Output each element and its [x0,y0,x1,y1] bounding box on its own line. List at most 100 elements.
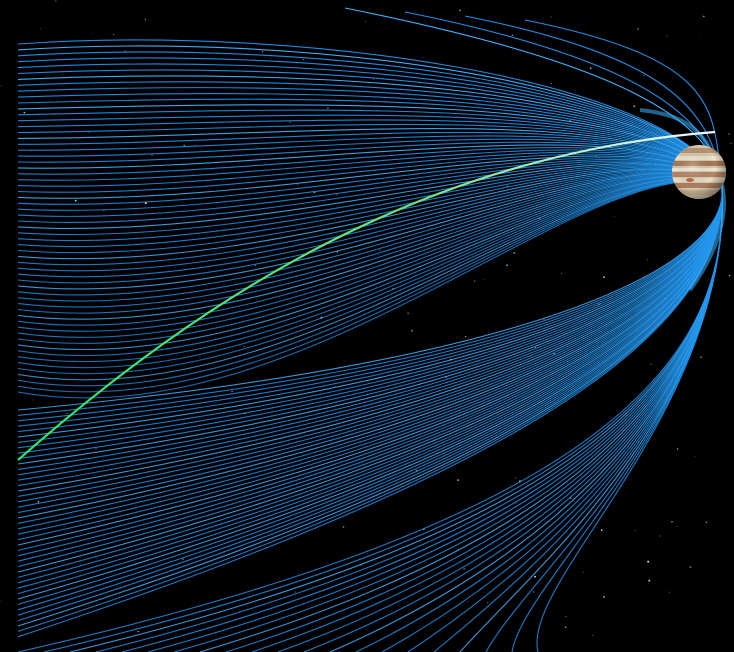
incoming-orbit-arc [17,172,723,290]
incoming-orbit-arc [17,170,723,272]
star [243,345,245,348]
incoming-orbit-arc [17,45,723,186]
incoming-orbit-arc [17,180,723,399]
outgoing-orbit-arc [17,184,723,530]
star [560,273,562,275]
incoming-orbit-arc [17,168,723,260]
star [647,259,648,261]
star [183,144,185,147]
outgoing-orbit-arc [17,184,723,524]
star [508,584,510,586]
incoming-orbit-arc [17,177,723,344]
star [32,399,34,401]
star [418,104,420,106]
star [506,264,508,267]
star [23,111,26,114]
incoming-orbit-arc [17,167,723,254]
incoming-orbit-arc [17,135,723,186]
star [342,526,345,528]
orbit-trajectories [17,7,726,652]
star [457,479,459,482]
outgoing-orbit-arc [17,184,723,638]
incoming-orbit-arc [17,180,723,393]
star [66,412,68,415]
star [290,271,292,272]
star [40,28,41,30]
star [603,276,605,279]
star [443,616,445,618]
incoming-orbit-arc [17,169,723,266]
star [650,363,652,365]
star [144,202,147,205]
incoming-orbit-arc [17,175,723,314]
star [112,33,115,36]
star [289,121,291,124]
incoming-orbit-arc [17,39,723,186]
star [464,335,467,338]
incoming-orbit-arc [17,174,723,308]
star [515,502,517,504]
incoming-orbit-arc [17,57,723,186]
star [513,252,515,254]
star [483,279,485,281]
star [303,204,304,206]
star [643,75,645,77]
star [603,595,605,598]
star [676,526,678,527]
star [534,346,536,348]
star [705,521,708,523]
incoming-orbit-arc [17,109,723,186]
star [728,274,731,277]
star [564,626,567,628]
star [633,105,636,108]
star [474,280,476,282]
outgoing-orbit-arc [536,184,723,652]
star [530,355,532,357]
incoming-orbit-arc [17,146,723,186]
star [487,602,489,604]
star [700,356,702,358]
incoming-orbit-arc [17,149,723,186]
star [365,20,367,22]
incoming-orbit-arc [17,51,723,186]
star [647,560,650,563]
star [58,70,60,71]
star [0,85,2,87]
star [463,567,466,570]
current-orbit-trajectory [17,130,716,461]
star [550,82,552,85]
star [297,184,299,186]
incoming-orbit-arc [17,179,723,369]
star [0,599,1,601]
star [410,331,413,333]
star [55,0,57,2]
incoming-orbit-arc [17,81,723,186]
star [303,59,304,61]
incoming-orbit-arc [17,92,723,186]
incoming-orbit-arc [17,178,723,363]
star [103,210,105,212]
incoming-orbit-arc [17,119,723,186]
star [137,630,139,633]
star [668,591,670,593]
incoming-orbit-arc [17,174,723,302]
incoming-orbit-arc [17,180,723,387]
incoming-orbit-arc [17,144,723,186]
star [550,16,552,18]
incoming-orbit-arc [17,141,723,186]
incoming-orbit-arc [17,123,723,186]
star [534,575,536,578]
star [589,67,592,70]
incoming-orbit-arc [17,171,723,278]
incoming-orbit-arc [17,160,723,217]
star [231,390,233,393]
star [600,529,603,531]
star [689,566,692,569]
star [531,585,532,586]
star [254,264,257,267]
star [144,18,147,21]
star [514,477,517,480]
incoming-orbit-arc [17,69,723,186]
incoming-orbit-arc [17,157,723,205]
